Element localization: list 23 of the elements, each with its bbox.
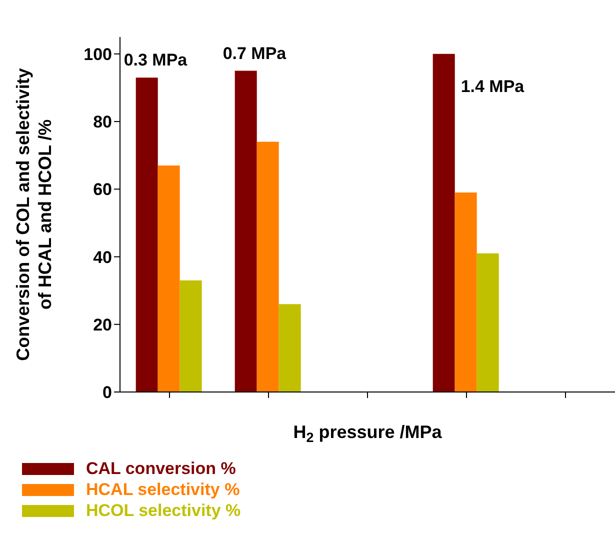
bar [158, 165, 180, 392]
legend-label: HCAL selectivity % [86, 480, 240, 500]
y-tick-label: 100 [84, 44, 112, 64]
bar [278, 304, 301, 392]
bar [234, 70, 257, 392]
bar [256, 142, 279, 392]
bar [180, 280, 202, 392]
legend-label: CAL conversion % [86, 458, 236, 478]
y-axis-title: Conversion of COL and selectivity of HCAL and HCOL /% [13, 68, 55, 361]
legend-label: HCOL selectivity % [86, 500, 241, 520]
x-axis-title: H$_{2}$ pressure /MPa [293, 422, 443, 446]
y-tick-label: 40 [93, 248, 112, 267]
bar [454, 192, 477, 392]
annotation: 1.4 MPa [460, 76, 525, 96]
y-tick-label: 60 [93, 180, 112, 200]
y-tick-label: 80 [93, 112, 112, 132]
y-tick-label: 0 [102, 383, 112, 402]
y-tick-label: 20 [93, 315, 112, 334]
annotation: 0.7 MPa [222, 44, 287, 63]
annotation: 0.3 MPa [124, 50, 188, 70]
bar [136, 78, 158, 392]
bar [476, 253, 499, 392]
bar [432, 54, 455, 392]
